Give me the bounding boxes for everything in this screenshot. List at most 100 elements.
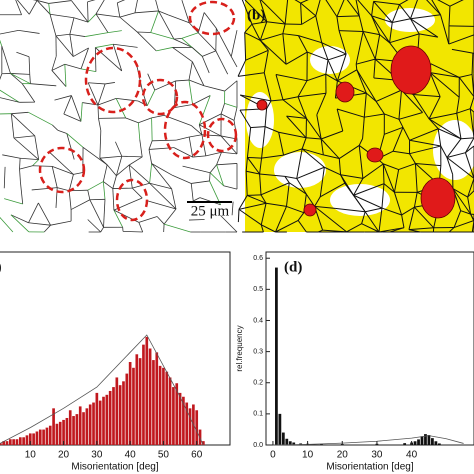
grain-boundary [373,0,400,6]
grain-boundary [393,150,410,155]
grain-boundary [306,137,322,140]
x-tick-label: 20 [337,450,349,461]
grain-boundary [70,199,91,210]
grain-boundary [325,59,329,75]
grain-boundary [82,102,99,106]
grain-boundary [261,154,284,159]
grain-boundary [460,137,474,140]
grain-boundary [374,34,381,60]
grain-boundary [336,108,344,132]
y-tick-label: 0.3 [253,348,263,355]
red-grain [420,177,456,219]
grain-boundary [384,126,404,135]
x-axis-label: Misorientation [deg] [71,462,158,473]
bar [158,365,162,445]
bar [48,425,52,445]
bar [112,387,115,445]
bar [178,392,182,445]
bar [25,435,29,445]
grain-boundary [231,201,234,216]
grain-boundary [19,169,21,182]
red-grain [335,81,355,103]
grain-boundary [284,0,289,25]
bar [288,441,292,445]
grain-boundary [305,193,315,207]
bar [15,439,19,445]
grain-boundary [306,73,326,82]
bar [424,434,427,445]
grain-boundary [68,190,72,210]
white-region [310,46,350,74]
grain-boundary [353,194,366,213]
grain-boundary [398,112,423,120]
grain-boundary [355,64,358,70]
grain-boundary [458,77,474,98]
bar [162,367,165,445]
grain-boundary [148,140,153,150]
grain-boundary [205,151,222,157]
grain-boundary [172,175,192,184]
grain-boundary [28,0,38,15]
grain-boundary [382,163,385,184]
grain-boundary [413,94,441,98]
highlight-circle [84,46,142,114]
grain-boundary [209,164,217,173]
grain-boundary [282,33,287,65]
grain-boundary [10,214,30,233]
grain-boundary [32,159,39,167]
grain-boundary [115,156,123,176]
grain-boundary [320,182,346,198]
grain-boundary [97,83,106,106]
grain-boundary [381,207,402,216]
grain-boundary [465,145,474,154]
bar [152,360,155,445]
grain-boundary [408,227,434,231]
grain-boundary [250,126,266,129]
bar [65,417,69,445]
grain-boundary [43,224,51,233]
grain-boundary [16,51,30,58]
grain-boundary [168,14,190,24]
grain-boundary [163,223,191,233]
grain-boundary [286,115,307,139]
grain-boundary [11,113,36,137]
white-region [385,8,435,32]
bar [0,443,2,445]
grain-boundary [48,0,72,4]
grain-boundary [55,35,74,57]
grain-boundary [198,124,203,135]
bar [12,439,15,445]
grain-boundary [260,224,264,233]
grain-boundary [391,4,400,23]
grain-boundary [419,33,438,38]
grain-boundary [464,152,474,179]
grain-boundary [4,198,23,205]
grain-boundary [392,18,411,24]
grain-boundary [54,95,72,101]
grain-boundary [69,34,74,57]
grain-boundary [149,163,153,184]
grain-boundary [220,215,238,233]
grain-boundary [364,113,385,118]
bar [135,354,139,445]
grain-boundary [373,59,376,78]
bar [128,362,132,445]
grain-boundary [356,69,367,94]
grain-boundary [29,74,31,84]
bar [85,408,89,445]
grain-boundary [220,135,238,155]
grain-boundary [71,95,82,122]
micrograph-b [237,0,474,233]
grain-boundary [413,192,418,208]
grain-boundary [302,148,324,156]
grain-boundary [150,32,175,40]
grain-boundary [437,128,442,147]
bar [2,441,5,445]
bar [122,381,125,445]
grain-boundary [337,69,358,82]
grain-boundary [296,148,303,179]
grain-boundary [266,100,272,109]
grain-boundary [37,0,49,4]
grain-boundary [467,196,472,215]
bar [165,371,169,445]
